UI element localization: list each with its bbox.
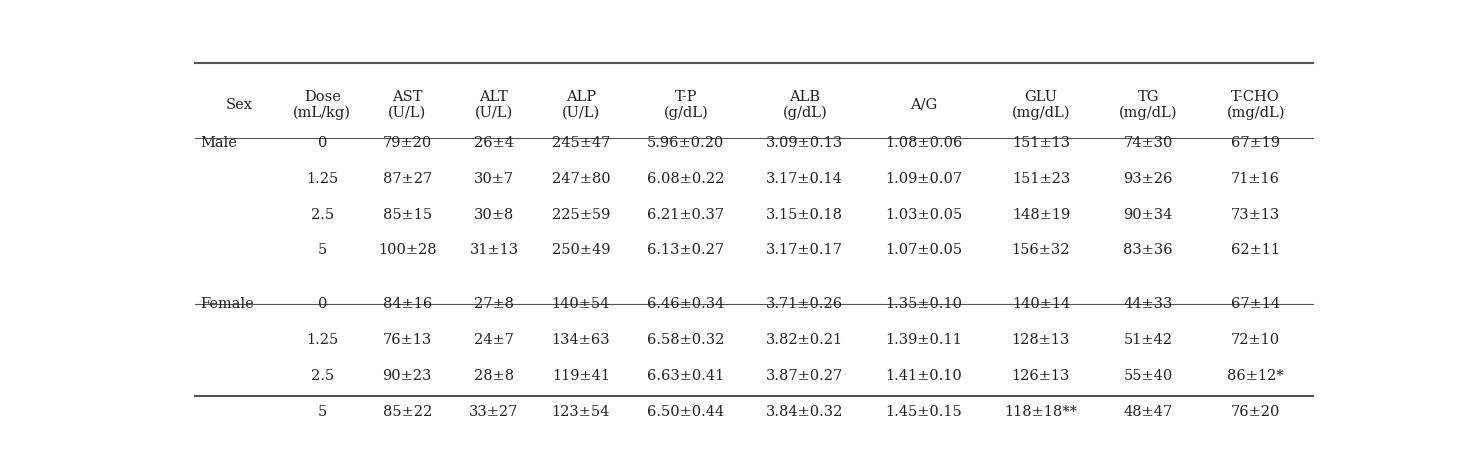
Text: Male: Male bbox=[200, 135, 237, 149]
Text: 0: 0 bbox=[318, 135, 327, 149]
Text: 140±14: 140±14 bbox=[1011, 297, 1070, 311]
Text: 87±27: 87±27 bbox=[383, 172, 431, 186]
Text: 33±27: 33±27 bbox=[470, 405, 518, 419]
Text: 5: 5 bbox=[318, 243, 327, 257]
Text: 156±32: 156±32 bbox=[1011, 243, 1070, 257]
Text: 76±20: 76±20 bbox=[1231, 405, 1281, 419]
Text: 119±41: 119±41 bbox=[552, 369, 609, 383]
Text: 76±13: 76±13 bbox=[383, 333, 431, 347]
Text: 51±42: 51±42 bbox=[1123, 333, 1173, 347]
Text: 3.71±0.26: 3.71±0.26 bbox=[767, 297, 843, 311]
Text: 140±54: 140±54 bbox=[552, 297, 609, 311]
Text: Dose
(mL/kg): Dose (mL/kg) bbox=[293, 90, 352, 120]
Text: 90±34: 90±34 bbox=[1123, 207, 1173, 222]
Text: 6.50±0.44: 6.50±0.44 bbox=[648, 405, 724, 419]
Text: 27±8: 27±8 bbox=[474, 297, 514, 311]
Text: 30±8: 30±8 bbox=[474, 207, 514, 222]
Text: 2.5: 2.5 bbox=[311, 369, 334, 383]
Text: 100±28: 100±28 bbox=[378, 243, 437, 257]
Text: Female: Female bbox=[200, 297, 253, 311]
Text: 90±23: 90±23 bbox=[383, 369, 431, 383]
Text: 3.82±0.21: 3.82±0.21 bbox=[767, 333, 843, 347]
Text: 5: 5 bbox=[318, 405, 327, 419]
Text: 6.46±0.34: 6.46±0.34 bbox=[648, 297, 724, 311]
Text: 86±12*: 86±12* bbox=[1228, 369, 1284, 383]
Text: 5.96±0.20: 5.96±0.20 bbox=[648, 135, 724, 149]
Text: 151±23: 151±23 bbox=[1011, 172, 1070, 186]
Text: 73±13: 73±13 bbox=[1231, 207, 1281, 222]
Text: 148±19: 148±19 bbox=[1011, 207, 1070, 222]
Text: 225±59: 225±59 bbox=[552, 207, 609, 222]
Text: 3.09±0.13: 3.09±0.13 bbox=[765, 135, 843, 149]
Text: 6.58±0.32: 6.58±0.32 bbox=[648, 333, 724, 347]
Text: T-P
(g/dL): T-P (g/dL) bbox=[664, 90, 708, 120]
Text: 3.87±0.27: 3.87±0.27 bbox=[765, 369, 843, 383]
Text: 85±15: 85±15 bbox=[383, 207, 431, 222]
Text: 6.13±0.27: 6.13±0.27 bbox=[648, 243, 724, 257]
Text: 151±13: 151±13 bbox=[1011, 135, 1070, 149]
Text: TG
(mg/dL): TG (mg/dL) bbox=[1119, 90, 1178, 120]
Text: ALT
(U/L): ALT (U/L) bbox=[475, 90, 514, 120]
Text: 67±19: 67±19 bbox=[1231, 135, 1281, 149]
Text: 48±47: 48±47 bbox=[1123, 405, 1173, 419]
Text: 134±63: 134±63 bbox=[552, 333, 609, 347]
Text: 6.63±0.41: 6.63±0.41 bbox=[648, 369, 724, 383]
Text: 1.45±0.15: 1.45±0.15 bbox=[885, 405, 963, 419]
Text: 118±18**: 118±18** bbox=[1004, 405, 1078, 419]
Text: 1.09±0.07: 1.09±0.07 bbox=[885, 172, 963, 186]
Text: 85±22: 85±22 bbox=[383, 405, 431, 419]
Text: 1.08±0.06: 1.08±0.06 bbox=[885, 135, 963, 149]
Text: 84±16: 84±16 bbox=[383, 297, 431, 311]
Text: 6.08±0.22: 6.08±0.22 bbox=[648, 172, 724, 186]
Text: 1.03±0.05: 1.03±0.05 bbox=[885, 207, 963, 222]
Text: 1.07±0.05: 1.07±0.05 bbox=[885, 243, 963, 257]
Text: 1.25: 1.25 bbox=[306, 172, 339, 186]
Text: 0: 0 bbox=[318, 297, 327, 311]
Text: A/G: A/G bbox=[910, 98, 938, 112]
Text: 245±47: 245±47 bbox=[552, 135, 609, 149]
Text: 126±13: 126±13 bbox=[1011, 369, 1070, 383]
Text: 2.5: 2.5 bbox=[311, 207, 334, 222]
Text: 128±13: 128±13 bbox=[1011, 333, 1070, 347]
Text: 24±7: 24±7 bbox=[474, 333, 514, 347]
Text: AST
(U/L): AST (U/L) bbox=[389, 90, 427, 120]
Text: 67±14: 67±14 bbox=[1231, 297, 1281, 311]
Text: 55±40: 55±40 bbox=[1123, 369, 1173, 383]
Text: 79±20: 79±20 bbox=[383, 135, 431, 149]
Text: 247±80: 247±80 bbox=[552, 172, 609, 186]
Text: GLU
(mg/dL): GLU (mg/dL) bbox=[1011, 90, 1070, 120]
Text: Sex: Sex bbox=[225, 98, 253, 112]
Text: 44±33: 44±33 bbox=[1123, 297, 1173, 311]
Text: 93±26: 93±26 bbox=[1123, 172, 1173, 186]
Text: 28±8: 28±8 bbox=[474, 369, 514, 383]
Text: 71±16: 71±16 bbox=[1231, 172, 1281, 186]
Text: 3.84±0.32: 3.84±0.32 bbox=[765, 405, 843, 419]
Text: 62±11: 62±11 bbox=[1231, 243, 1281, 257]
Text: 30±7: 30±7 bbox=[474, 172, 514, 186]
Text: 250±49: 250±49 bbox=[552, 243, 609, 257]
Text: 1.35±0.10: 1.35±0.10 bbox=[885, 297, 963, 311]
Text: 3.15±0.18: 3.15±0.18 bbox=[767, 207, 843, 222]
Text: 1.41±0.10: 1.41±0.10 bbox=[885, 369, 963, 383]
Text: ALB
(g/dL): ALB (g/dL) bbox=[783, 90, 827, 120]
Text: 83±36: 83±36 bbox=[1123, 243, 1173, 257]
Text: 72±10: 72±10 bbox=[1231, 333, 1281, 347]
Text: 1.39±0.11: 1.39±0.11 bbox=[885, 333, 963, 347]
Text: 26±4: 26±4 bbox=[474, 135, 514, 149]
Text: 1.25: 1.25 bbox=[306, 333, 339, 347]
Text: ALP
(U/L): ALP (U/L) bbox=[562, 90, 601, 120]
Text: T-CHO
(mg/dL): T-CHO (mg/dL) bbox=[1226, 90, 1285, 120]
Text: 6.21±0.37: 6.21±0.37 bbox=[648, 207, 724, 222]
Text: 3.17±0.14: 3.17±0.14 bbox=[767, 172, 843, 186]
Text: 74±30: 74±30 bbox=[1123, 135, 1173, 149]
Text: 3.17±0.17: 3.17±0.17 bbox=[767, 243, 843, 257]
Text: 123±54: 123±54 bbox=[552, 405, 609, 419]
Text: 31±13: 31±13 bbox=[470, 243, 518, 257]
